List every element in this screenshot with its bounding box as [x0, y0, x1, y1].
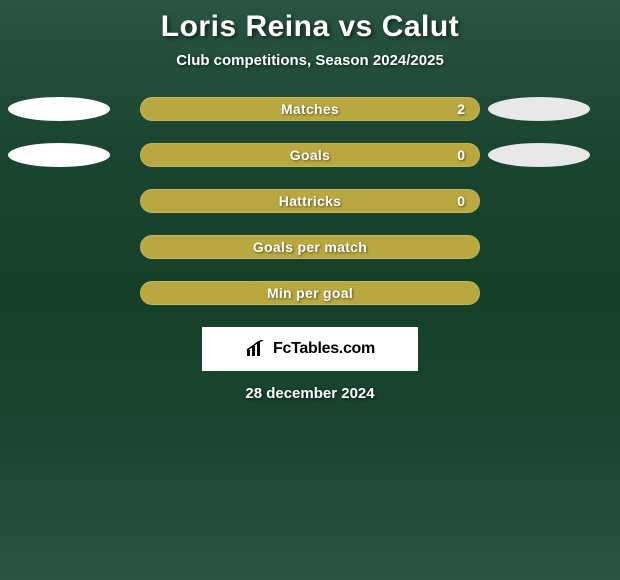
logo-text: FcTables.com [273, 340, 375, 358]
chart-icon [245, 340, 267, 358]
stat-row-goals: Goals 0 [0, 143, 620, 167]
right-value-ellipse [488, 97, 590, 121]
left-value-ellipse [8, 97, 110, 121]
logo-box: FcTables.com [202, 327, 418, 371]
stat-label: Matches [281, 101, 339, 117]
stat-bar: Matches 2 [140, 97, 480, 121]
stat-label: Goals per match [253, 239, 367, 255]
stat-label: Hattricks [279, 193, 342, 209]
stat-row-goals-per-match: Goals per match [0, 235, 620, 259]
subtitle: Club competitions, Season 2024/2025 [0, 52, 620, 69]
stat-label: Min per goal [267, 285, 353, 301]
stat-bar: Hattricks 0 [140, 189, 480, 213]
stat-bar: Min per goal [140, 281, 480, 305]
stat-value: 2 [457, 101, 465, 117]
stat-row-min-per-goal: Min per goal [0, 281, 620, 305]
stat-value: 0 [457, 147, 465, 163]
stat-label: Goals [290, 147, 330, 163]
stat-row-matches: Matches 2 [0, 97, 620, 121]
stat-bar: Goals 0 [140, 143, 480, 167]
page-title: Loris Reina vs Calut [0, 10, 620, 44]
stat-bar: Goals per match [140, 235, 480, 259]
stat-value: 0 [457, 193, 465, 209]
right-value-ellipse [488, 143, 590, 167]
date-text: 28 december 2024 [0, 385, 620, 402]
left-value-ellipse [8, 143, 110, 167]
stat-row-hattricks: Hattricks 0 [0, 189, 620, 213]
infographic-container: Loris Reina vs Calut Club competitions, … [0, 0, 620, 580]
